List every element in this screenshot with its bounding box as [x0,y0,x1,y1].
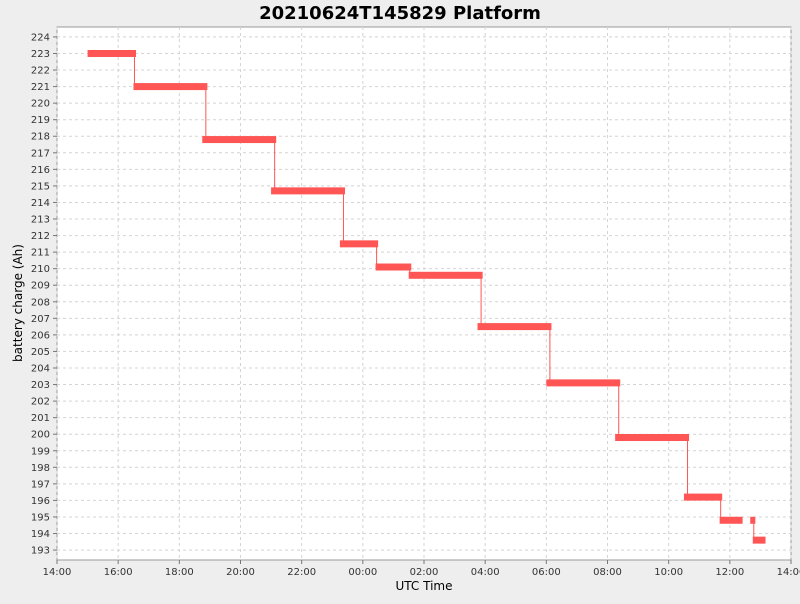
y-axis-ticks: 193 194 195 196 197 198 199 200 201 202 203 204 205 2… [31,32,57,557]
y-tick-label: 222 [31,66,50,77]
y-tick-label: 217 [31,148,50,159]
y-tick-label: 207 [31,314,50,325]
y-tick-label: 220 [31,99,50,110]
y-tick-label: 224 [31,32,50,43]
y-tick-label: 223 [31,49,50,60]
series-segment [752,536,766,544]
y-tick-label: 218 [31,132,50,143]
series-segment [375,263,412,271]
series-battery-charge [87,49,766,544]
y-tick-label: 196 [31,496,50,507]
y-tick-label: 215 [31,181,50,192]
grid-lines [56,27,792,560]
x-tick-label: 04:00 [471,567,500,578]
x-tick-label: 02:00 [410,567,439,578]
y-tick-label: 194 [31,529,50,540]
y-tick-label: 210 [31,264,50,275]
y-tick-label: 200 [31,430,50,441]
x-axis-label: UTC Time [396,579,453,593]
y-tick-label: 216 [31,165,50,176]
y-tick-label: 195 [31,512,50,523]
series-segment [133,83,208,91]
y-tick-label: 209 [31,281,50,292]
x-tick-label: 08:00 [593,567,622,578]
y-axis-label: battery charge (Ah) [11,244,25,362]
x-tick-label: 10:00 [654,567,683,578]
chart-title: 20210624T145829 Platform [259,3,541,24]
x-tick-label: 12:00 [715,567,744,578]
y-tick-label: 208 [31,297,50,308]
series-segment [339,240,379,248]
series-segment [615,434,690,442]
x-axis-ticks: 14:00 16:00 18:00 20:00 22:00 00:00 02:00 04:00… [43,560,800,578]
y-tick-label: 199 [31,446,50,457]
y-tick-label: 205 [31,347,50,358]
series-segment [477,323,552,331]
series-segment [202,136,277,144]
y-tick-label: 198 [31,463,50,474]
y-tick-label: 211 [31,248,50,259]
y-tick-label: 212 [31,231,50,242]
series-segment [408,271,483,279]
x-tick-label: 06:00 [532,567,561,578]
y-tick-label: 206 [31,330,50,341]
x-tick-label: 22:00 [287,567,316,578]
y-tick-label: 193 [31,546,50,557]
x-tick-label: 00:00 [348,567,377,578]
y-tick-label: 203 [31,380,50,391]
y-tick-label: 219 [31,115,50,126]
series-segment [87,49,137,57]
series-segment [750,516,756,524]
x-tick-label: 16:00 [104,567,133,578]
y-tick-label: 202 [31,397,50,408]
y-tick-label: 201 [31,413,50,424]
y-tick-label: 213 [31,215,50,226]
series-segment [683,493,723,501]
y-tick-label: 204 [31,363,50,374]
y-tick-label: 197 [31,479,50,490]
series-segment [546,379,621,387]
x-tick-label: 14:00 [777,567,800,578]
x-tick-label: 20:00 [226,567,255,578]
y-tick-label: 221 [31,82,50,93]
series-segment [271,187,345,195]
x-tick-label: 14:00 [43,567,72,578]
series-segment [719,516,743,524]
x-tick-label: 18:00 [165,567,194,578]
y-tick-label: 214 [31,198,50,209]
